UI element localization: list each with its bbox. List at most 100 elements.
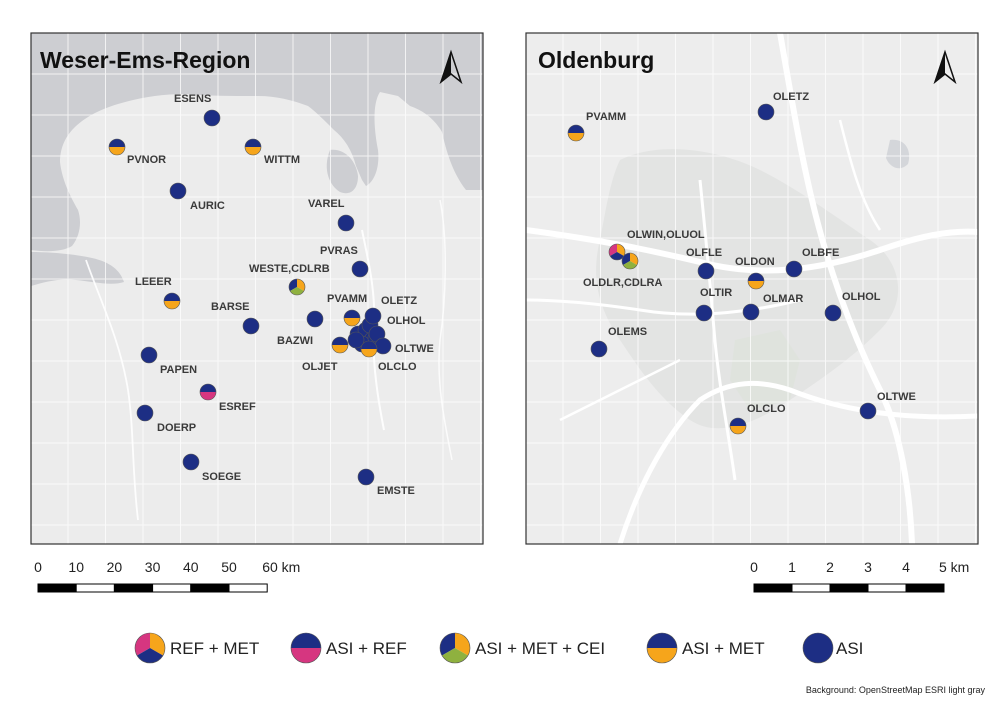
scale-segment [190, 583, 230, 593]
scale-label: 30 [145, 559, 161, 575]
legend: REF + MET ASI + REF ASI + MET + CEI ASI + M… [134, 632, 863, 664]
station-label-olmar: OLMAR [763, 293, 803, 305]
station-marker-olbfe [785, 260, 803, 278]
station-marker-oldlr [621, 252, 639, 270]
station-marker-olfle [697, 262, 715, 280]
jade-bay [326, 149, 358, 194]
road-network [526, 33, 978, 544]
station-label-olclo: OLCLO [747, 403, 786, 415]
station-label-pvnor: PVNOR [127, 154, 166, 166]
map-frame [525, 32, 979, 545]
scale-segment [829, 583, 869, 593]
scale-label: 4 [902, 559, 910, 575]
station-marker-pvamm [567, 124, 585, 142]
station-label-barse: BARSE [211, 301, 250, 313]
station-layer: OLETZ PVAMM OLWIN,OLUOL OLDLR,CDLRA OLFLE OLD… [567, 91, 916, 435]
graticule [526, 33, 978, 544]
station-marker-emste [357, 468, 375, 486]
station-marker-esref [199, 383, 217, 401]
scale-bar-left: 0 10 20 30 40 50 60 km [34, 559, 300, 593]
scale-label: 10 [68, 559, 84, 575]
station-marker-soege [182, 453, 200, 471]
station-label-oltwe: OLTWE [395, 343, 434, 355]
station-label-olhol: OLHOL [842, 291, 881, 303]
station-label-olbfe: OLBFE [802, 247, 839, 259]
station-marker-oltwe [374, 337, 392, 355]
station-label-soege: SOEGE [202, 471, 241, 483]
scale-label: 5 km [939, 559, 969, 575]
dollart-bay [31, 252, 124, 286]
station-label-oljet: OLJET [302, 361, 338, 373]
station-label-olwin: OLWIN,OLUOL [627, 229, 705, 241]
legend-symbol [802, 632, 834, 664]
station-marker-olems [590, 340, 608, 358]
scale-label: 3 [864, 559, 872, 575]
station-label-olhol: OLHOL [387, 315, 426, 327]
station-label-pvras: PVRAS [320, 245, 358, 257]
station-label-oltwe: OLTWE [877, 391, 916, 403]
station-marker [347, 331, 365, 349]
scale-label: 0 [750, 559, 758, 575]
station-marker-pvras [351, 260, 369, 278]
station-label-oldon: OLDON [735, 256, 775, 268]
graticule [31, 33, 483, 544]
station-label-esens: ESENS [174, 93, 211, 105]
station-label-bazwi: BAZWI [277, 335, 313, 347]
scale-segment [228, 583, 268, 593]
station-marker-leeer [163, 292, 181, 310]
legend-label: ASI [836, 639, 863, 658]
map-title: Weser-Ems-Region [40, 47, 250, 73]
map-title: Oldenburg [538, 47, 654, 73]
ems-river [85, 259, 139, 521]
map-frame [30, 32, 484, 545]
station-marker-olclo [360, 340, 378, 358]
station-label-olfle: OLFLE [686, 247, 722, 259]
station-marker-pvnor [108, 138, 126, 156]
station-marker-olclo [729, 417, 747, 435]
legend-label: ASI + REF [326, 639, 407, 658]
station-label-oletz: OLETZ [773, 91, 809, 103]
station-marker-oletz [364, 307, 382, 325]
station-label-doerp: DOERP [157, 422, 196, 434]
weser-ems-map[interactable]: Weser-Ems-Region ESENS PVNOR WITTM AURIC VAR… [30, 32, 484, 545]
station-marker-oletz [757, 103, 775, 121]
station-label-olclo: OLCLO [378, 361, 417, 373]
legend-symbol [646, 632, 678, 664]
background-credit: Background: OpenStreetMap ESRI light gra… [806, 685, 986, 695]
legend-symbol [134, 632, 166, 664]
station-marker-oltir [695, 304, 713, 322]
station-label-weste: WESTE,CDLRB [249, 263, 330, 275]
station-marker-pvamm [343, 309, 361, 327]
station-label-auric: AURIC [190, 200, 225, 212]
legend-label: REF + MET [170, 639, 259, 658]
station-marker-bazwi [306, 310, 324, 328]
station-marker-olmar [742, 303, 760, 321]
station-label-papen: PAPEN [160, 364, 197, 376]
station-label-pvamm: PVAMM [586, 111, 626, 123]
station-marker-olhol [824, 304, 842, 322]
station-label-pvamm: PVAMM [327, 293, 367, 305]
station-marker-papen [140, 346, 158, 364]
oldenburg-map[interactable]: Oldenburg OLETZ PVAMM OLWIN,OLUOL OLDLR,CDL… [525, 32, 979, 545]
urban-area [596, 149, 899, 429]
station-label-oletz: OLETZ [381, 295, 417, 307]
scale-label: 1 [788, 559, 796, 575]
station-marker-weste [288, 278, 306, 296]
scale-label: 40 [183, 559, 199, 575]
station-marker-esens [203, 109, 221, 127]
scale-segment [791, 583, 831, 593]
river [438, 199, 453, 461]
station-label-esref: ESREF [219, 401, 256, 413]
scale-label: 0 [34, 559, 42, 575]
north-arrow-icon [933, 49, 957, 85]
scale-segment [867, 583, 907, 593]
station-label-oltir: OLTIR [700, 287, 732, 299]
station-label-emste: EMSTE [377, 485, 415, 497]
scale-segment [75, 583, 115, 593]
north-arrow-icon [439, 49, 463, 85]
station-marker-varel [337, 214, 355, 232]
north-sea-water [31, 33, 483, 252]
station-label-wittm: WITTM [264, 154, 300, 166]
legend-label: ASI + MET + CEI [475, 639, 605, 658]
